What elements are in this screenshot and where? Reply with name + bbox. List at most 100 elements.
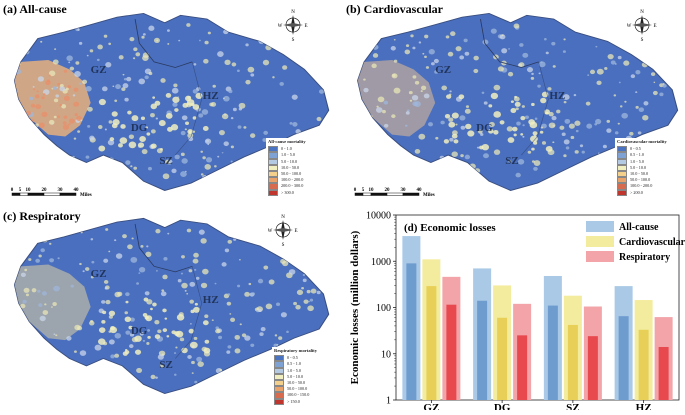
compass-n-label: N: [281, 215, 285, 220]
legend-title: Respiratory mortality: [274, 348, 317, 353]
map-panel-cardiovascular: (b) Cardiovascular GZ HZ DG SZ N S E W Cardiovasc…: [343, 0, 685, 205]
legend-swatch: [268, 158, 278, 165]
legend-item: 1.0 - 5.0: [274, 367, 317, 374]
legend-label: 10.0 - 50.0: [287, 380, 306, 386]
legend-label: 0.5 - 1.0: [287, 361, 301, 367]
legend-item: 1.0 - 5.0: [617, 158, 667, 165]
x-tick-label: GZ: [423, 402, 439, 410]
legend-item: 10.0 - 50.0: [274, 380, 317, 387]
legend-label: 100.0 - 200.0: [281, 177, 304, 183]
economic-losses-chart: 1 10 100 1000 10000 Economic losses (million …: [336, 207, 685, 415]
compass-n-label: N: [640, 10, 644, 15]
chart-title: (d) Economic losses: [404, 222, 496, 234]
legend-label: 5.0 - 10.0: [281, 158, 298, 164]
chart-legend-label: All-cause: [619, 222, 659, 233]
x-tick-label: HZ: [636, 402, 652, 410]
bar-lower-respiratory-hz: [658, 346, 669, 400]
scale-tick-label: 0: [354, 188, 357, 193]
map-panel-all-cause: (a) All-cause GZ HZ DG SZ N S E W All-cause morta…: [0, 0, 336, 205]
legend-item: > 300.0: [268, 189, 306, 196]
legend-swatch: [274, 392, 284, 399]
x-tick-label: SZ: [566, 402, 579, 410]
scale-tick-label: 20: [385, 188, 391, 193]
legend-swatch: [268, 189, 278, 196]
y-tick-label: 10: [381, 349, 391, 360]
legend-item: 1.0 - 5.0: [268, 152, 306, 159]
bar-lower-cardiovascular-hz: [638, 329, 649, 400]
panel-title: (b) Cardiovascular: [346, 2, 443, 16]
bar-lower-respiratory-dg: [517, 335, 528, 400]
legend-swatch: [268, 164, 278, 171]
legend-swatch: [617, 183, 627, 190]
legend-label: 1.0 - 5.0: [630, 158, 644, 164]
compass-rose-icon: N S E W: [268, 215, 298, 247]
legend-swatch: [617, 189, 627, 196]
chart-legend-swatch: [586, 221, 614, 232]
legend-item: 100.0 - 200.0: [617, 183, 667, 190]
region-label-sz: SZ: [159, 155, 173, 168]
scale-tick-label: 0: [11, 188, 14, 193]
scale-tick-label: 30: [401, 188, 407, 193]
region-label-sz: SZ: [159, 358, 173, 371]
legend-item: 5.0 - 10.0: [617, 164, 667, 171]
legend-swatch: [617, 171, 627, 178]
legend-item: 0.5 - 1.0: [617, 152, 667, 159]
legend-swatch: [274, 355, 284, 362]
mortality-legend: Cardiovascular mortality 0 - 0.5 0.5 - 1.0…: [615, 138, 669, 197]
chart-legend-label: Cardiovascular: [619, 237, 685, 248]
legend-label: 0 - 1.0: [281, 146, 292, 152]
legend-swatch: [617, 177, 627, 184]
chart-legend-swatch: [586, 251, 614, 262]
legend-swatch: [617, 164, 627, 171]
legend-label: 5.0 - 10.0: [287, 373, 304, 379]
compass-n-label: N: [291, 10, 295, 15]
legend-swatch: [617, 152, 627, 159]
legend-swatch: [274, 361, 284, 368]
legend-label: 10.0 - 50.0: [630, 171, 649, 177]
legend-swatch: [617, 158, 627, 165]
scale-tick-label: 40: [417, 188, 423, 193]
legend-title: All-cause mortality: [268, 139, 306, 144]
region-label-gz: GZ: [90, 268, 107, 281]
mortality-legend: All-cause mortality 0 - 1.0 1.0 - 5.0 5.0 -…: [266, 138, 308, 197]
mortality-map: [13, 217, 330, 395]
legend-swatch: [274, 386, 284, 393]
legend-swatch: [268, 183, 278, 190]
legend-item: 0 - 0.5: [274, 355, 317, 362]
legend-swatch: [268, 177, 278, 184]
legend-label: 50.0 - 100.0: [287, 386, 308, 392]
legend-item: > 200.0: [617, 189, 667, 196]
region-label-dg: DG: [476, 121, 493, 134]
y-tick-label: 1: [386, 396, 391, 407]
legend-item: 5.0 - 10.0: [268, 158, 306, 165]
compass-s-label: S: [282, 243, 285, 247]
y-tick-label: 100: [376, 303, 391, 314]
compass-rose-icon: N S E W: [278, 10, 308, 42]
legend-swatch: [268, 146, 278, 153]
legend-label: 100.0 - 150.0: [287, 392, 310, 398]
compass-w-label: W: [268, 229, 273, 234]
legend-item: 10.0 - 50.0: [617, 171, 667, 178]
region-label-hz: HZ: [202, 293, 219, 306]
legend-item: 10.0 - 50.0: [268, 164, 306, 171]
region-label-dg: DG: [130, 121, 148, 134]
legend-item: 5.0 - 10.0: [274, 373, 317, 380]
legend-label: 50.0 - 100.0: [630, 177, 651, 183]
region-label-gz: GZ: [90, 63, 107, 76]
scale-unit-label: Miles: [423, 193, 435, 198]
legend-label: 100.0 - 200.0: [630, 183, 653, 189]
legend-swatch: [617, 146, 627, 153]
scale-tick-label: 5: [362, 188, 365, 193]
mortality-map: [357, 12, 679, 191]
compass-rose-icon: N S E W: [627, 10, 657, 42]
bar-lower-respiratory-sz: [587, 336, 598, 400]
scale-tick-label: 20: [42, 188, 48, 193]
x-tick-label: DG: [494, 402, 511, 410]
y-tick-label: 1000: [371, 257, 391, 268]
bar-lower-all-cause-hz: [618, 316, 629, 400]
legend-label: 50.0 - 100.0: [281, 171, 302, 177]
legend-label: 0 - 0.5: [287, 355, 298, 361]
legend-label: 5.0 - 10.0: [630, 164, 647, 170]
legend-item: 50.0 - 100.0: [274, 386, 317, 393]
